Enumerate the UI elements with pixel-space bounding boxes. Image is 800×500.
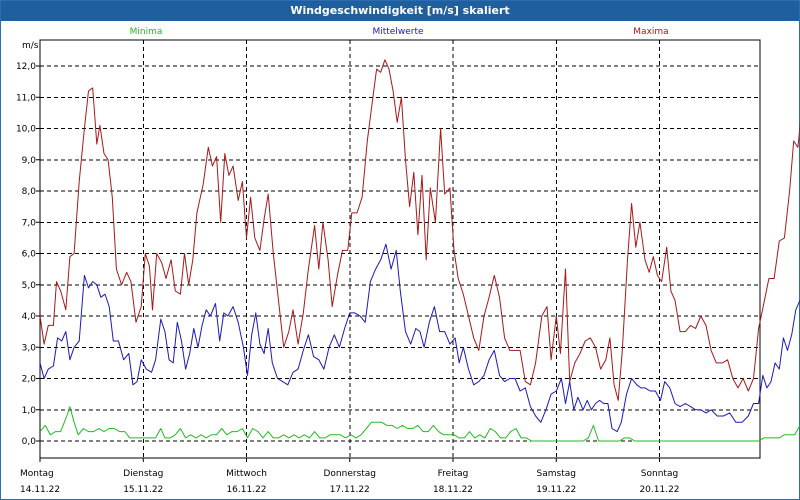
y-tick-label: 2,0 [22, 375, 37, 385]
y-tick-label: 5,0 [22, 281, 37, 291]
y-tick-label: 11,0 [16, 93, 36, 103]
y-tick-label: 1,0 [22, 406, 37, 416]
x-day-name: Mittwoch [226, 469, 267, 479]
y-tick-label: 3,0 [22, 343, 37, 353]
x-day-date: 20.11.22 [639, 485, 679, 495]
x-day-name: Samstag [537, 469, 576, 479]
x-day-date: 18.11.22 [433, 485, 473, 495]
legend-minima: Minima [130, 27, 163, 37]
y-tick-label: 10,0 [16, 125, 36, 135]
x-day-name: Donnerstag [323, 469, 376, 479]
plot-area [39, 39, 761, 459]
x-day-date: 14.11.22 [20, 485, 60, 495]
x-day-date: 19.11.22 [536, 485, 576, 495]
y-tick-label: 0,0 [22, 437, 37, 447]
x-day-name: Dienstag [123, 469, 163, 479]
x-day-name: Sonntag [641, 469, 678, 479]
y-tick-label: 12,0 [16, 62, 36, 72]
y-axis-unit: m/s [22, 41, 39, 51]
x-day-date: 16.11.22 [226, 485, 266, 495]
y-tick-label: 8,0 [22, 187, 37, 197]
series-line-maxima [39, 59, 800, 401]
y-tick-label: 4,0 [22, 312, 37, 322]
x-day-name: Freitag [438, 469, 469, 479]
series-line-mittelwerte [39, 243, 800, 433]
y-tick-label: 6,0 [22, 250, 37, 260]
x-day-name: Montag [20, 469, 54, 479]
x-day-date: 15.11.22 [123, 485, 163, 495]
legend-maxima: Maxima [633, 27, 668, 37]
window-title: Windgeschwindigkeit [m/s] skaliert [1, 1, 799, 21]
series-line-minima [39, 406, 800, 442]
legend-mittelwerte: Mittelwerte [372, 27, 423, 37]
y-tick-label: 9,0 [22, 156, 37, 166]
y-tick-label: 7,0 [22, 218, 37, 228]
x-day-date: 17.11.22 [330, 485, 370, 495]
